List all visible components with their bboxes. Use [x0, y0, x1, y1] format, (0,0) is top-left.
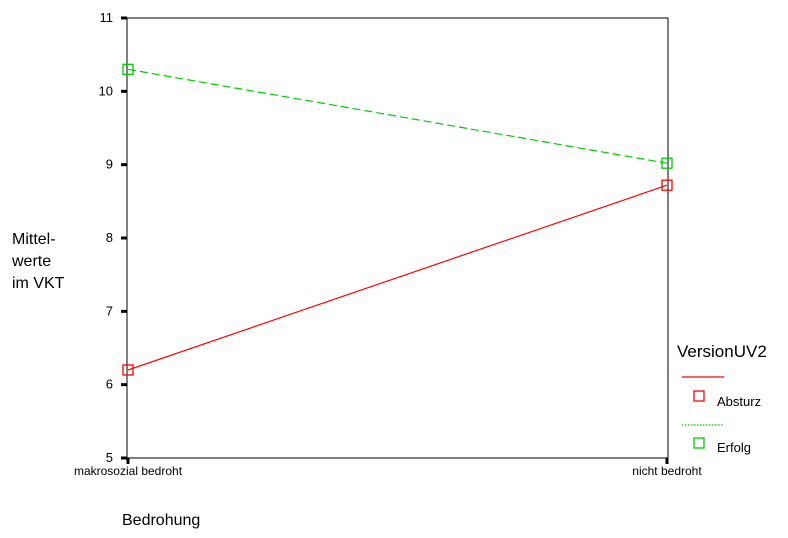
legend-label-erfolg: Erfolg — [717, 440, 751, 455]
x-tick-label: nicht bedroht — [632, 464, 702, 478]
legend-label-absturz: Absturz — [717, 394, 762, 409]
data-point-absturz — [661, 179, 673, 191]
y-axis: 5 6 7 8 9 10 11 — [99, 10, 127, 465]
x-tick-label: makrosozial bedroht — [74, 464, 183, 478]
y-axis-label-line-1: Mittel- — [12, 231, 56, 248]
y-tick-label: 8 — [106, 230, 113, 245]
series-line-absturz — [127, 184, 668, 371]
y-tick-label: 6 — [106, 377, 113, 392]
x-axis: makrosozial bedroht nicht bedroht — [74, 458, 702, 478]
y-tick-label: 7 — [106, 303, 113, 318]
y-tick-label: 10 — [99, 83, 113, 98]
legend-symbols — [682, 376, 724, 449]
data-point-erfolg — [122, 63, 134, 75]
legend-marker-absturz — [693, 390, 705, 402]
data-point-absturz — [122, 364, 134, 376]
series-layer — [122, 63, 673, 376]
legend-marker-erfolg — [693, 437, 705, 449]
y-axis-label-line-2: werte — [12, 253, 52, 270]
x-axis-label: Bedrohung — [122, 512, 201, 529]
plot-area-frame — [126, 17, 669, 459]
series-line-erfolg — [127, 68, 668, 164]
y-axis-label-line-3: im VKT — [12, 275, 65, 292]
y-tick-label: 11 — [100, 10, 114, 25]
data-point-erfolg — [661, 157, 673, 169]
y-tick-label: 9 — [106, 157, 113, 172]
legend-title: VersionUV2 — [677, 342, 767, 361]
y-tick-label: 5 — [106, 450, 113, 465]
